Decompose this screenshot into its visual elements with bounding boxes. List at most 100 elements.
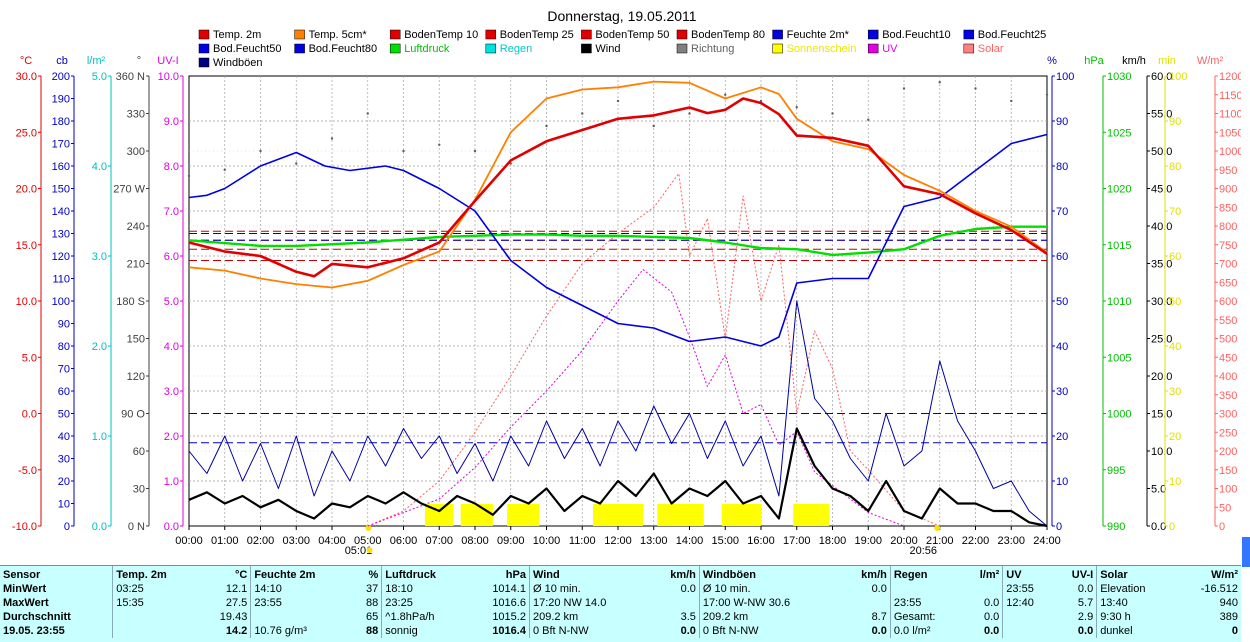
y-tick-label: 90: [1056, 116, 1068, 128]
y-tick-label: 15.0: [16, 240, 37, 252]
legend-swatch: [963, 43, 975, 54]
table-header: Regen: [889, 566, 964, 582]
legend-label: Feuchte 2m*: [787, 29, 850, 41]
y-tick-label: 210: [127, 259, 145, 271]
direction-point: [688, 112, 691, 115]
table-cell-note: 17:00 W-NW 30.6: [698, 596, 842, 610]
table-cell-value: 1016.6: [492, 597, 526, 609]
sunshine-bar: [592, 504, 644, 526]
series-luftdruck: [188, 225, 1047, 257]
direction-point: [545, 124, 548, 128]
table-cell-note: 209.2 km: [528, 610, 651, 624]
y-tick-label: 10: [1169, 476, 1181, 488]
x-tick-label: 21:00: [926, 535, 954, 547]
x-tick-label: 19:00: [854, 535, 882, 547]
legend-swatch: [198, 57, 210, 68]
y-tick-label: 100: [52, 296, 70, 308]
direction-point: [366, 112, 369, 115]
table-header: Windböen: [698, 566, 842, 582]
direction-point: [438, 143, 441, 146]
legend-label: Luftdruck: [404, 43, 450, 55]
y-tick-label: 90 O: [121, 409, 145, 421]
y-tick-label: 110: [52, 274, 70, 286]
legend-label: Sonnenschein: [787, 43, 857, 55]
legend-label: Bod.Feucht50: [213, 43, 282, 55]
x-tick-label: 06:00: [390, 535, 418, 547]
y-tick-label: 3.0: [92, 251, 107, 263]
x-tick-label: 07:00: [425, 535, 453, 547]
table-cell-note: dunkel: [1096, 624, 1176, 638]
row-label: MaxWert: [3, 597, 49, 609]
scrollbar[interactable]: [1241, 0, 1250, 641]
table-header-unit: UV-I: [1071, 569, 1094, 581]
sunset-label: 20:56: [909, 545, 937, 557]
table-cell-note: [112, 610, 200, 624]
y-tick-label: 50: [1169, 296, 1181, 308]
table-cell-value: 27.5: [225, 597, 248, 609]
y-tick-label: 180 S: [116, 296, 145, 308]
x-tick-label: 13:00: [640, 535, 668, 547]
table-cell-note: Ø 10 min.: [698, 582, 842, 596]
row-label: Durchschnitt: [3, 611, 71, 623]
y-axis-unit: km/h: [1122, 55, 1146, 67]
table-cell-note: 13:40: [1096, 596, 1176, 610]
direction-point: [974, 87, 977, 90]
legend-swatch: [389, 29, 401, 40]
x-tick-label: 10:00: [533, 535, 561, 547]
statistics-table: Sensor Temp. 2m °C Feuchte 2m% Luftdruck hPa W…: [0, 565, 1241, 642]
y-tick-label: 25.0: [16, 127, 37, 139]
y-tick-label: 30: [133, 484, 145, 496]
sunshine-bar: [507, 504, 540, 526]
table-header: Feuchte 2m: [250, 566, 354, 582]
y-tick-label: 10.0: [158, 71, 179, 83]
y-tick-label: 550: [1219, 315, 1237, 327]
y-tick-label: 30: [1056, 386, 1068, 398]
y-axis-unit: l/m²: [87, 55, 106, 67]
x-tick-label: 23:00: [997, 535, 1025, 547]
legend-label: Bod.Feucht25: [978, 29, 1047, 41]
y-tick-label: 80: [58, 341, 70, 353]
y-tick-label: 600: [1219, 296, 1237, 308]
table-cell-note: sonnig: [381, 624, 469, 638]
y-tick-label: 60.0: [1151, 71, 1172, 83]
x-tick-label: 03:00: [282, 535, 310, 547]
y-tick-label: 1010: [1107, 296, 1131, 308]
y-tick-label: 1.0: [92, 431, 107, 443]
scrollbar-thumb[interactable]: [1242, 537, 1250, 567]
y-tick-label: 20.0: [1151, 371, 1172, 383]
y-tick-label: 60: [1169, 251, 1181, 263]
table-cell-note: 14:10: [250, 582, 354, 596]
legend-swatch: [963, 29, 975, 40]
table-cell-value: 0.0: [871, 583, 887, 595]
table-cell-note: [1002, 624, 1055, 638]
table-row: MaxWert 15:35 27.5 23:55 88 23:25 1016.6 17:20 …: [0, 596, 1241, 610]
sunrise-label: 05:01: [345, 545, 373, 557]
direction-point: [616, 99, 620, 103]
y-tick-label: 800: [1219, 221, 1237, 233]
y-tick-label: 70: [1056, 206, 1068, 218]
y-tick-label: 2.0: [164, 431, 179, 443]
y-tick-label: 0: [64, 521, 70, 533]
y-tick-label: 10: [58, 499, 70, 511]
y-tick-label: 120: [127, 371, 145, 383]
table-header: UV: [1002, 566, 1055, 582]
y-tick-label: 330: [127, 109, 145, 121]
y-tick-label: 700: [1219, 259, 1237, 271]
y-axis-unit: cb: [56, 55, 68, 67]
direction-point: [330, 137, 334, 140]
table-cell-value: 0.0: [983, 597, 1000, 609]
table-cell-value: 12.1: [225, 583, 248, 595]
table-header-row: Sensor Temp. 2m °C Feuchte 2m% Luftdruck hPa W…: [0, 566, 1241, 582]
table-header: Solar: [1096, 566, 1176, 582]
table-cell-value: [842, 596, 891, 610]
y-tick-label: 1050: [1219, 127, 1241, 139]
y-tick-label: 5.0: [1151, 484, 1166, 496]
table-cell-note: [889, 582, 964, 596]
y-tick-label: 90: [58, 319, 70, 331]
table-cell-value: 1014.1: [492, 583, 526, 595]
legend-label: Temp. 2m: [213, 29, 261, 41]
y-tick-label: 0: [1219, 521, 1225, 533]
y-tick-label: 0.0: [22, 409, 37, 421]
table-cell-note: [250, 610, 354, 624]
y-tick-label: 300: [1219, 409, 1237, 421]
